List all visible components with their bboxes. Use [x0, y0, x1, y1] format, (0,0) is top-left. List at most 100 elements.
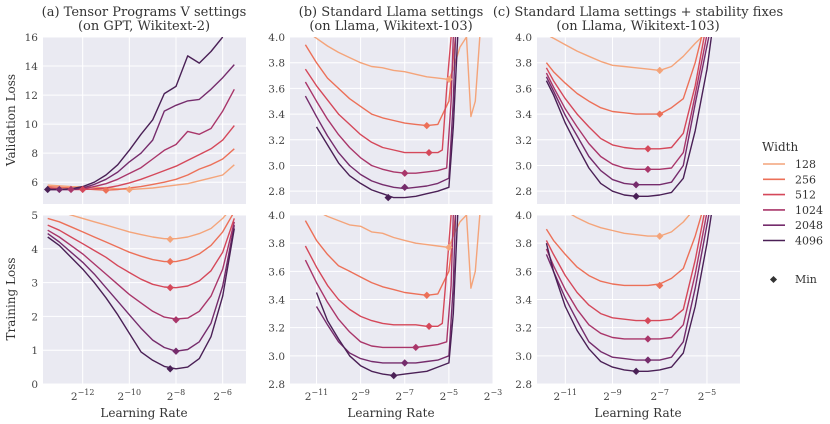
- y-tick-label: 2.8: [515, 379, 532, 391]
- series-line-2048: [545, 215, 710, 361]
- xlabel-c: Learning Rate: [594, 406, 681, 420]
- series-line-1024: [545, 37, 708, 171]
- legend-min-label: Min: [795, 273, 817, 286]
- legend-label-4096: 4096: [795, 235, 823, 248]
- x-tick-label: 2−12: [71, 388, 95, 403]
- series-line-2048: [47, 64, 235, 191]
- min-marker-128: [445, 75, 453, 84]
- series-line-512: [47, 218, 235, 289]
- y-tick-label: 14: [25, 61, 39, 73]
- series-line-1024: [304, 37, 454, 174]
- panel-a-bottom-plot: [47, 215, 235, 373]
- min-marker-1024: [644, 165, 652, 174]
- y-tick-label: 3.8: [515, 58, 532, 70]
- series-line-2048: [545, 37, 710, 186]
- panel-b-bottom: 2.8 3.0 3.2 3.4 3.6 3.8 4.0 2−11 2−9 2−7 2−5 2−3: [268, 210, 502, 403]
- x-tick-label: 2−7: [395, 388, 413, 403]
- series-line-128: [323, 215, 481, 289]
- series-line-4096: [315, 37, 459, 199]
- y-tick-label: 3.8: [268, 238, 285, 250]
- series-line-256: [304, 37, 457, 127]
- min-marker-256: [166, 257, 174, 266]
- y-tick-label: 5: [31, 210, 38, 222]
- legend-label-1024: 1024: [795, 204, 823, 217]
- x-tick-label: 2−11: [554, 388, 578, 403]
- panel-c-bottom-plot: [545, 215, 712, 376]
- legend-label-128: 128: [795, 158, 816, 171]
- y-tick-label: 12: [25, 90, 38, 102]
- series-line-256: [545, 37, 703, 115]
- series-line-512: [545, 37, 705, 150]
- legend-label-2048: 2048: [795, 219, 823, 232]
- series-line-256: [545, 215, 703, 287]
- panel-b-subtitle: (on Llama, Wikitext-103): [309, 19, 472, 34]
- y-tick-label: 3.6: [268, 266, 285, 278]
- panel-a-title: (a) Tensor Programs V settings: [42, 5, 247, 20]
- ylabel-training: Training Loss: [4, 257, 18, 340]
- panel-b-title: (b) Standard Llama settings: [299, 5, 484, 20]
- y-tick-label: 3.0: [515, 351, 532, 363]
- y-tick-label: 3.2: [268, 323, 285, 335]
- x-tick-label: 2−9: [603, 388, 621, 403]
- y-tick-label: 3.4: [268, 295, 285, 307]
- x-tick-label: 2−10: [118, 388, 142, 403]
- min-marker-2048: [401, 359, 409, 367]
- min-marker-512: [425, 322, 433, 330]
- series-line-512: [545, 215, 705, 322]
- min-marker-2048: [644, 356, 652, 364]
- panel-b-bottom-plot: [304, 215, 481, 380]
- y-tick-label: 3.0: [268, 160, 285, 172]
- series-line-4096: [545, 215, 712, 372]
- min-marker-256: [423, 291, 431, 299]
- series-line-128: [549, 37, 703, 72]
- y-tick-label: 2.8: [268, 186, 285, 198]
- min-marker-1024: [412, 343, 420, 352]
- y-tick-label: 3.0: [268, 351, 285, 363]
- legend: Width 128 256 512 1024 2048 4096 Min: [762, 140, 823, 286]
- y-tick-label: 3.2: [515, 323, 532, 335]
- legend-min-marker: [769, 275, 778, 284]
- panel-b-top-plot: [304, 37, 481, 202]
- series-line-4096: [545, 37, 713, 198]
- legend-label-512: 512: [795, 189, 816, 202]
- legend-title: Width: [762, 140, 798, 154]
- x-tick-label: 2−3: [484, 388, 502, 403]
- min-marker-128: [656, 66, 664, 75]
- panel-a-top-plot: [44, 37, 235, 194]
- series-line-1024: [47, 221, 235, 320]
- series-line-512: [304, 37, 452, 154]
- y-tick-label: 3.4: [515, 295, 532, 307]
- series-line-2048: [47, 224, 235, 352]
- min-marker-256: [423, 121, 431, 130]
- series-line-256: [304, 215, 457, 296]
- x-tick-label: 2−7: [651, 388, 669, 403]
- panel-c-bottom: 2.8 3.0 3.2 3.4 3.6 3.8 4.0 2−11 2−9 2−7 2−5: [515, 210, 740, 403]
- series-line-1024: [545, 215, 708, 340]
- y-tick-label: 10: [25, 119, 38, 131]
- y-tick-label: 0: [31, 379, 38, 391]
- series-line-2048: [304, 37, 457, 190]
- y-tick-label: 3.6: [268, 83, 285, 95]
- min-marker-2048: [55, 185, 64, 194]
- y-tick-label: 3.8: [268, 58, 285, 70]
- x-tick-label: 2−9: [351, 388, 369, 403]
- y-tick-label: 4.0: [268, 210, 285, 222]
- y-tick-label: 4.0: [515, 32, 532, 44]
- y-tick-label: 4.0: [515, 210, 532, 222]
- min-marker-4096: [390, 371, 398, 380]
- panel-c-subtitle: (on Llama, Wikitext-103): [556, 19, 719, 34]
- min-marker-512: [644, 145, 652, 153]
- legend-label-256: 256: [795, 173, 816, 186]
- panel-b-top: 2.8 3.0 3.2 3.4 3.6 3.8 4.0: [268, 32, 494, 204]
- y-tick-label: 8: [31, 148, 38, 160]
- panel-c-top: 2.8 3.0 3.2 3.4 3.6 3.8 4.0: [515, 32, 740, 204]
- y-tick-label: 4.0: [268, 32, 285, 44]
- y-tick-label: 3.6: [515, 83, 532, 95]
- x-tick-label: 2−11: [305, 388, 329, 403]
- panel-c-title: (c) Standard Llama settings + stability …: [493, 5, 783, 20]
- y-tick-label: 3: [31, 278, 38, 290]
- min-marker-4096: [44, 185, 52, 194]
- x-tick-label: 2−8: [167, 388, 185, 403]
- y-tick-label: 3.4: [515, 109, 532, 121]
